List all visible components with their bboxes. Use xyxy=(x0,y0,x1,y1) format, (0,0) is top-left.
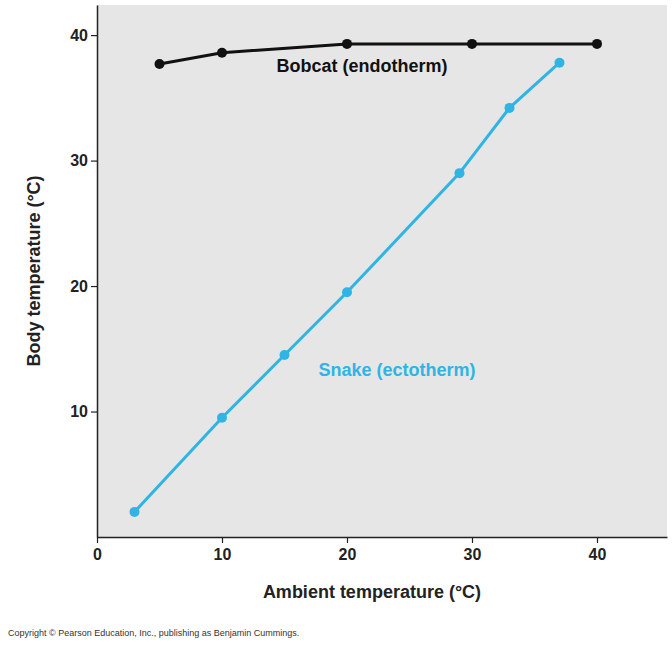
y-tick-mark xyxy=(91,35,97,36)
y-axis-title: Body temperature (°C) xyxy=(24,175,44,366)
x-tick-label: 20 xyxy=(339,546,357,563)
series-point xyxy=(455,168,465,178)
series-point xyxy=(592,39,602,49)
y-tick: 20 xyxy=(70,278,97,295)
copyright: Copyright © Pearson Education, Inc., pub… xyxy=(8,628,299,638)
x-tick-label: 40 xyxy=(589,546,607,563)
series-point xyxy=(217,413,227,423)
x-axis-line xyxy=(98,537,668,539)
chart: 0 10 20 30 40 10 20 30 40 Bobcat (endotherm) Snake… xyxy=(0,0,672,646)
y-tick: 10 xyxy=(70,403,97,420)
x-tick-mark xyxy=(597,537,598,543)
series-label: Bobcat (endotherm) xyxy=(277,56,448,76)
series-point xyxy=(130,507,140,517)
series-point xyxy=(505,103,515,113)
y-tick: 30 xyxy=(70,152,97,169)
x-tick: 10 xyxy=(214,537,232,563)
series-point xyxy=(555,58,565,68)
x-tick-mark xyxy=(347,537,348,543)
y-tick-label: 10 xyxy=(70,403,88,420)
x-tick: 40 xyxy=(589,537,607,563)
x-tick-mark xyxy=(222,537,223,543)
y-tick-label: 30 xyxy=(70,152,88,169)
y-tick: 40 xyxy=(70,27,97,44)
x-tick-mark xyxy=(472,537,473,543)
x-tick: 20 xyxy=(339,537,357,563)
y-tick-label: 20 xyxy=(70,278,88,295)
series-point xyxy=(342,39,352,49)
x-axis: 0 10 20 30 40 xyxy=(93,537,667,563)
x-tick-label: 0 xyxy=(93,546,102,563)
x-tick-label: 30 xyxy=(464,546,482,563)
x-tick-mark xyxy=(97,537,98,543)
series-point xyxy=(467,39,477,49)
y-axis: 10 20 30 40 xyxy=(70,6,97,538)
series-point xyxy=(217,48,227,58)
plot: 0 10 20 30 40 10 20 30 40 xyxy=(70,5,667,563)
series-line xyxy=(135,63,560,512)
series-point xyxy=(280,350,290,360)
y-axis-line xyxy=(97,6,99,538)
x-tick-label: 10 xyxy=(214,546,232,563)
series-group xyxy=(130,39,603,517)
plot-background xyxy=(97,5,667,537)
y-tick-mark xyxy=(91,411,97,412)
x-tick: 30 xyxy=(464,537,482,563)
series-point xyxy=(155,59,165,69)
series-label: Snake (ectotherm) xyxy=(318,360,475,380)
x-axis-title: Ambient temperature (°C) xyxy=(263,582,481,602)
y-tick-mark xyxy=(91,160,97,161)
x-tick: 0 xyxy=(93,537,102,563)
y-tick-mark xyxy=(91,286,97,287)
y-tick-label: 40 xyxy=(70,27,88,44)
series-point xyxy=(342,287,352,297)
